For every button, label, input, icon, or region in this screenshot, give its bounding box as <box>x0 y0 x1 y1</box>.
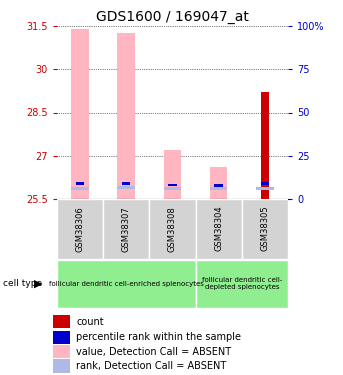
Bar <box>57 260 196 308</box>
Bar <box>103 199 149 259</box>
Bar <box>242 199 288 259</box>
Text: GSM38306: GSM38306 <box>75 206 84 252</box>
Bar <box>261 182 269 185</box>
Bar <box>149 199 196 259</box>
Bar <box>122 182 130 185</box>
Bar <box>117 186 135 189</box>
Text: rank, Detection Call = ABSENT: rank, Detection Call = ABSENT <box>76 361 226 371</box>
Bar <box>210 167 227 199</box>
Text: value, Detection Call = ABSENT: value, Detection Call = ABSENT <box>76 346 232 357</box>
Bar <box>52 331 70 344</box>
Text: cell type: cell type <box>3 279 43 288</box>
Bar <box>168 183 177 186</box>
Bar <box>196 199 242 259</box>
Bar <box>52 359 70 373</box>
Bar <box>117 33 135 199</box>
Bar <box>71 187 88 189</box>
Bar <box>214 184 223 187</box>
Bar <box>196 260 288 308</box>
Text: percentile rank within the sample: percentile rank within the sample <box>76 332 241 342</box>
Bar <box>75 182 84 185</box>
Text: GSM38304: GSM38304 <box>214 206 223 252</box>
Bar <box>52 345 70 358</box>
Bar <box>261 92 269 199</box>
Bar <box>71 29 88 199</box>
Bar <box>164 150 181 199</box>
Bar <box>57 199 103 259</box>
Text: GSM38307: GSM38307 <box>121 206 131 252</box>
Text: follicular dendritic cell-
depleted splenocytes: follicular dendritic cell- depleted sple… <box>202 277 282 290</box>
Bar <box>210 187 227 190</box>
Text: ▶: ▶ <box>34 279 43 289</box>
Text: follicular dendritic cell-enriched splenocytes: follicular dendritic cell-enriched splen… <box>49 280 203 286</box>
Text: GSM38305: GSM38305 <box>260 206 270 252</box>
Bar <box>52 315 70 328</box>
Text: count: count <box>76 316 104 327</box>
Bar <box>164 187 181 190</box>
Text: GSM38308: GSM38308 <box>168 206 177 252</box>
Title: GDS1600 / 169047_at: GDS1600 / 169047_at <box>96 10 249 24</box>
Bar <box>256 187 274 189</box>
